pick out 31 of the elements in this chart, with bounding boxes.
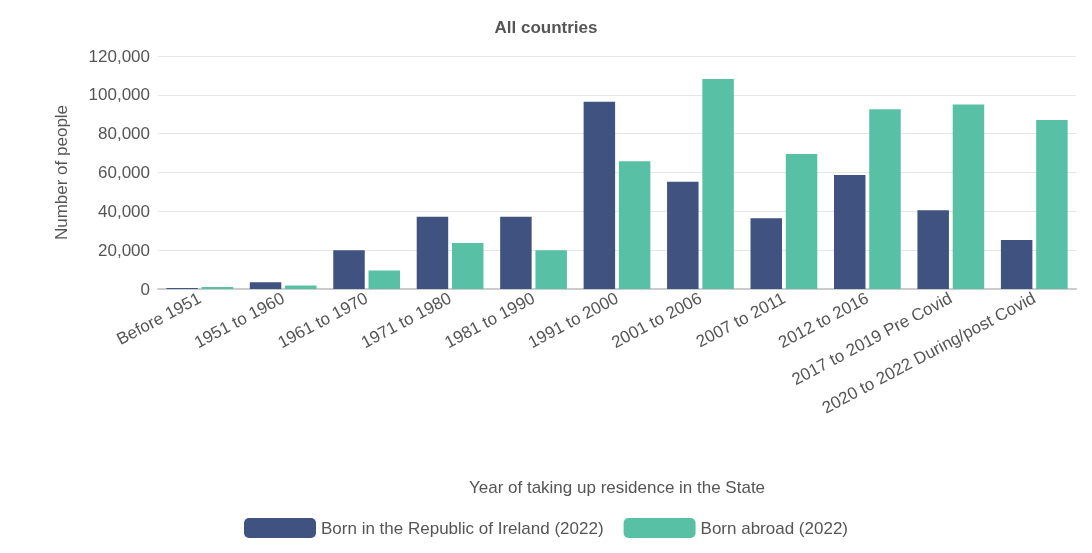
bar (535, 250, 567, 289)
bar (333, 250, 365, 289)
bar (667, 181, 699, 289)
bar (1036, 119, 1068, 289)
bar (833, 175, 866, 289)
bar (869, 109, 901, 289)
x-axis-title: Year of taking up residence in the State (468, 478, 766, 497)
y-tick-label: 20,000 (98, 240, 150, 260)
bar (750, 218, 783, 289)
y-axis-title: Number of people (52, 104, 71, 241)
bar (583, 101, 616, 289)
bar (785, 154, 818, 289)
y-tick-label: 80,000 (98, 124, 150, 144)
bar (500, 216, 532, 289)
legend-label: Born in the Republic of Ireland (2022) (321, 518, 604, 538)
chart-title: All countries (494, 18, 598, 37)
bar (702, 79, 734, 289)
bar (952, 104, 985, 289)
y-tick-label: 60,000 (98, 163, 150, 182)
bar (451, 242, 484, 289)
bar (249, 282, 282, 289)
bar (917, 210, 949, 289)
y-tick-label: 100,000 (88, 85, 150, 105)
bar (368, 270, 401, 289)
y-tick-label: 0 (140, 279, 150, 299)
bar (416, 216, 449, 289)
y-tick-label: 40,000 (98, 201, 150, 221)
y-tick-label: 120,000 (88, 46, 150, 66)
bar (618, 161, 651, 289)
bar (1000, 240, 1033, 289)
legend-label: Born abroad (2022) (700, 518, 848, 538)
